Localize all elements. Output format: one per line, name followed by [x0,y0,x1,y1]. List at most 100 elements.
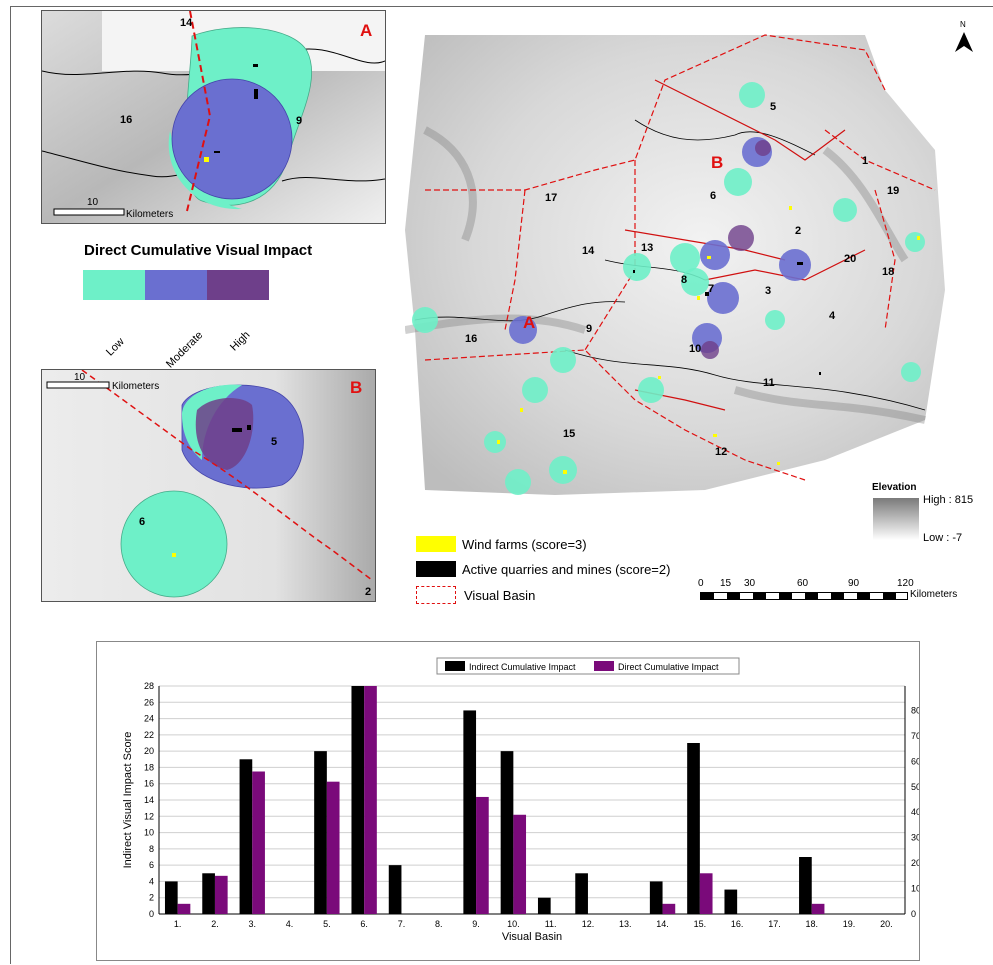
inset-a-scale-unit: Kilometers [126,209,174,220]
legend-label-indirect: Indirect Cumulative Impact [469,662,576,672]
basin-swatch [416,586,456,604]
elevation-high: High : 815 [923,494,974,506]
inset-b-label-6: 6 [139,516,146,528]
x-tick-label: 15. [694,919,707,929]
x-tick-label: 11. [545,919,557,929]
basin-label-3: 3 [765,285,772,297]
bar-indirect [351,686,365,914]
y2-tick-label: 70 [911,731,919,741]
scale-tick-90: 90 [848,578,860,589]
bar-indirect [799,857,812,914]
impact-label-moderate: Moderate [164,329,206,371]
bar-indirect [537,897,551,914]
elevation-title: Elevation [872,482,917,493]
bar-direct [811,903,825,914]
scale-tick-15: 15 [720,578,732,589]
x-tick-label: 9. [472,919,480,929]
impact-ramp-low [83,270,145,300]
basin-label-15: 15 [563,428,576,440]
basin-label-6: 6 [710,190,717,202]
x-tick-label: 5. [323,919,331,929]
scale-tick-60: 60 [797,578,809,589]
inset-a-scale-value: 10 [87,197,99,208]
inset-map-a[interactable]: A 14 16 9 10 Kilometers [41,10,386,224]
bar-direct [662,903,676,914]
x-tick-label: 8. [435,919,443,929]
basin-label-14: 14 [582,245,595,257]
basin-label-12: 12 [715,446,728,458]
basin-label-16: 16 [465,333,478,345]
bar-indirect [164,881,178,914]
bar-indirect [724,889,738,914]
inset-a-letter: A [360,21,373,40]
inset-b-scale-unit: Kilometers [112,381,160,392]
legend-basin: Visual Basin [416,586,535,604]
main-map-svg [404,34,945,495]
basin-label-18: 18 [882,266,895,278]
inset-a-svg [42,11,385,223]
y2-tick-label: 50 [911,782,919,792]
basin-label-13: 13 [641,242,654,254]
bar-direct [476,796,489,914]
impact-label-low: Low [104,335,127,359]
basin-label-19: 19 [887,185,900,197]
x-tick-label: 19. [843,919,856,929]
y-tick-label: 22 [144,730,154,740]
y-tick-label: 6 [149,860,154,870]
y2-tick-label: 10 [911,884,919,894]
y2-tick-label: 60 [911,756,919,766]
bar-direct [364,686,377,914]
x-tick-label: 17. [768,919,781,929]
x-tick-label: 6. [360,919,368,929]
y-tick-label: 12 [144,811,154,821]
x-tick-label: 10. [507,919,520,929]
main-map[interactable]: 1 2 3 4 5 6 7 8 9 10 11 12 13 14 15 16 1… [404,30,947,500]
bar-indirect [239,759,253,914]
basin-label-8: 8 [681,274,688,286]
quarries-label: Active quarries and mines (score=2) [462,561,671,577]
bar-indirect [314,751,327,914]
elevation-ramp [873,498,919,540]
y-tick-label: 26 [144,697,154,707]
x-tick-label: 18. [805,919,818,929]
x-axis-title: Visual Basin [502,931,562,943]
legend-swatch-indirect [445,661,465,671]
frame-top [10,6,993,7]
bar-direct [214,875,228,914]
north-label: N [960,20,966,29]
chart-container: 0 2 4 6 8 10 12 14 16 18 20 22 24 26 28 0 10 20 30 40 50 60 70… [96,641,942,961]
bar-direct [177,903,191,914]
wind-label: Wind farms (score=3) [462,536,587,552]
basin-label-11: 11 [763,377,775,389]
basin-label-9: 9 [586,323,593,335]
frame-left [10,6,11,964]
x-tick-label: 2. [211,919,219,929]
inset-map-b[interactable]: B 5 6 2 10 Kilometers [41,369,376,602]
inset-b-scale-value: 10 [74,372,86,383]
impact-circles [412,82,925,495]
bar-direct [699,873,713,914]
x-tick-label: 14. [656,919,669,929]
basin-label-4: 4 [829,310,836,322]
basin-label-5: 5 [770,101,777,113]
y-tick-label: 0 [149,909,154,919]
scale-tick-30: 30 [744,578,756,589]
y-tick-label: 8 [149,844,154,854]
legend-label-direct: Direct Cumulative Impact [618,662,719,672]
inset-a-label-16: 16 [120,114,133,126]
y2-tick-label: 0 [911,909,916,919]
scale-tick-0: 0 [698,578,704,589]
legend-box [436,657,740,675]
y-tick-label: 2 [149,893,154,903]
map-marker-a: A [523,313,536,332]
bar-indirect [575,873,588,914]
legend-wind: Wind farms (score=3) [416,536,587,552]
bar-indirect [687,743,700,914]
legend-quarries: Active quarries and mines (score=2) [416,561,670,577]
inset-a-label-9: 9 [296,115,303,127]
y-tick-label: 14 [144,795,154,805]
elevation-low: Low : -7 [923,532,963,544]
x-tick-label: 3. [248,919,256,929]
basin-label: Visual Basin [464,587,536,603]
y2-tick-label: 80 [911,705,919,715]
